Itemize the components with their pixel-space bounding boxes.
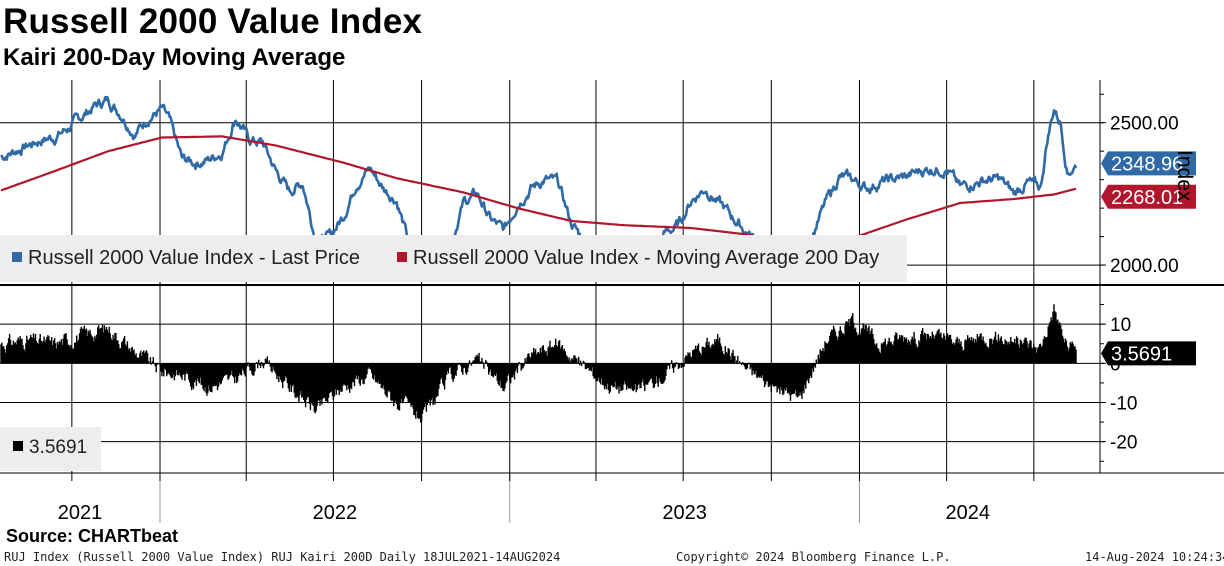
x-year-label: 2024 xyxy=(945,502,990,524)
footer-ticker: RUJ Index (Russell 2000 Value Index) RUJ… xyxy=(4,550,561,564)
ma-last-value-tag xyxy=(1101,184,1196,209)
x-year-label: 2022 xyxy=(313,502,358,524)
kairi-last-value-tag xyxy=(1101,341,1196,366)
y-tick-label: 2500.00 xyxy=(1110,114,1179,135)
price-series-line xyxy=(0,95,1078,269)
footer-copyright: Copyright© 2024 Bloomberg Finance L.P. xyxy=(676,550,951,564)
y-tick-label: -10 xyxy=(1110,394,1137,415)
footer-timestamp: 14-Aug-2024 10:24:34 xyxy=(1085,550,1224,564)
legend-item-last-price: Russell 2000 Value Index - Last Price xyxy=(12,247,360,270)
legend-label-last-price: Russell 2000 Value Index - Last Price xyxy=(28,247,361,269)
y-tick-label: 10 xyxy=(1110,315,1131,336)
chart-subtitle: Kairi 200-Day Moving Average xyxy=(3,44,346,71)
legend-swatch-price xyxy=(12,251,22,262)
price-last-value-tag-label: 2348.96 xyxy=(1111,153,1183,175)
kairi-bars xyxy=(0,304,1077,423)
y-tick-label: 2000.00 xyxy=(1110,256,1179,277)
y-tick-label: -20 xyxy=(1110,433,1137,454)
legend-swatch-kairi xyxy=(13,440,23,451)
price-legend: Russell 2000 Value Index - Last Price Ru… xyxy=(0,235,907,282)
legend-item-kairi: 3.5691 xyxy=(13,437,87,459)
chart-title: Russell 2000 Value Index xyxy=(3,2,423,41)
price-last-value-tag xyxy=(1101,151,1196,176)
legend-label-moving-average: Russell 2000 Value Index - Moving Averag… xyxy=(413,247,880,269)
x-year-label: 2021 xyxy=(58,502,103,524)
y-axis-label: Index xyxy=(1173,150,1196,202)
legend-label-kairi: 3.5691 xyxy=(29,437,88,458)
ma-last-value-tag-label: 2268.01 xyxy=(1111,187,1183,209)
legend-item-moving-average: Russell 2000 Value Index - Moving Averag… xyxy=(397,247,879,270)
kairi-legend: 3.5691 xyxy=(0,427,101,471)
x-year-label: 2023 xyxy=(662,502,707,524)
legend-swatch-ma xyxy=(397,251,407,262)
moving-average-line xyxy=(0,135,1077,247)
kairi-last-value-tag-label: 3.5691 xyxy=(1111,343,1172,365)
source-note: Source: CHARTbeat xyxy=(6,526,179,546)
